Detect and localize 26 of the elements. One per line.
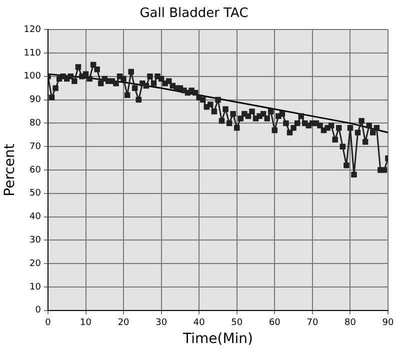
x-tick-label: 20 (118, 318, 130, 328)
y-tick-label: 40 (30, 212, 42, 222)
y-tick-label: 90 (30, 95, 42, 106)
x-tick-label: 30 (156, 318, 168, 328)
x-axis-title: Time(Min) (182, 331, 254, 348)
x-tick-label: 70 (306, 318, 318, 328)
y-tick-label: 20 (30, 258, 42, 269)
y-tick-label: 110 (24, 48, 42, 58)
x-tick-label: 0 (45, 318, 52, 328)
y-tick-label: 120 (24, 24, 42, 35)
x-tick-label: 90 (382, 318, 394, 328)
y-axis-title: Percent (2, 143, 18, 196)
y-tick-label: 80 (30, 118, 42, 129)
y-tick-label: 70 (30, 142, 42, 152)
chart-title: Gall Bladder TAC (140, 6, 248, 22)
x-tick-label: 80 (344, 318, 356, 328)
x-tick-label: 10 (80, 318, 92, 328)
y-tick-label: 100 (24, 72, 42, 82)
y-tick-label: 30 (30, 236, 42, 246)
y-tick-label: 50 (30, 188, 42, 199)
x-tick-label: 40 (193, 318, 206, 328)
y-tick-label: 0 (35, 306, 42, 316)
y-tick-label: 60 (30, 165, 42, 176)
x-tick-label: 50 (231, 318, 243, 328)
x-tick-label: 60 (268, 318, 281, 328)
y-tick-label: 10 (30, 282, 42, 292)
